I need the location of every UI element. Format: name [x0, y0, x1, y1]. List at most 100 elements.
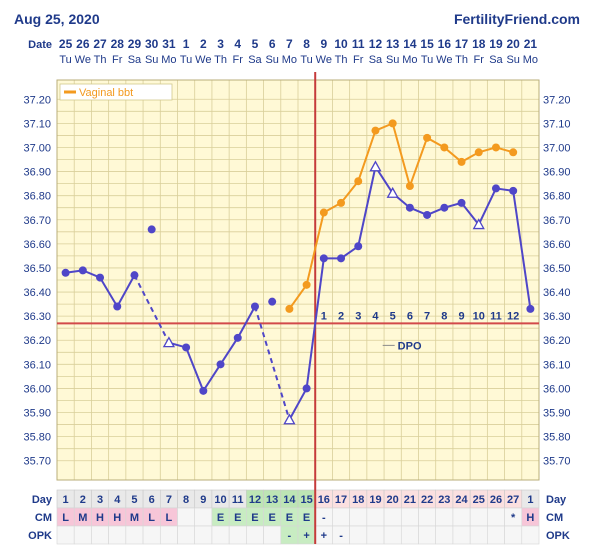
- cycle-day-label: 20: [387, 494, 399, 506]
- cycle-day-label: 17: [335, 494, 347, 506]
- opk-cell: [383, 525, 402, 545]
- cycle-day-label: 27: [507, 494, 519, 506]
- purple-data-point: [457, 198, 466, 207]
- opk-cell: [159, 525, 178, 545]
- cm-cell: [452, 507, 471, 527]
- date-label: 20: [506, 37, 520, 51]
- date-label: 17: [455, 37, 469, 51]
- weekday-label: Sa: [128, 54, 142, 66]
- cm-row-label-right: CM: [546, 512, 563, 524]
- dpo-number: 8: [441, 310, 447, 322]
- date-label: 5: [252, 37, 259, 51]
- y-tick-label: 36.80: [23, 191, 51, 203]
- orange-data-point: [302, 280, 311, 289]
- date-label: 10: [334, 37, 348, 51]
- cm-value: H: [113, 512, 121, 524]
- weekday-label: Sa: [369, 54, 383, 66]
- purple-series-segment: [116, 274, 136, 307]
- cycle-day-label: 9: [200, 494, 206, 506]
- cm-cell: [383, 507, 402, 527]
- cm-cell: [332, 507, 350, 527]
- cm-cell: [435, 507, 454, 527]
- purple-open-marker: [283, 413, 296, 425]
- dpo-number: 4: [372, 310, 379, 322]
- date-label: 26: [76, 37, 90, 51]
- opk-value: -: [288, 530, 292, 542]
- orange-data-point: [491, 143, 500, 152]
- y-tick-label: 36.60: [23, 239, 51, 251]
- date-label: 8: [303, 37, 310, 51]
- dpo-number: 1: [321, 310, 327, 322]
- purple-data-point: [96, 273, 105, 282]
- opk-row-label: OPK: [28, 530, 52, 542]
- opk-cell: [228, 525, 247, 545]
- weekday-label: We: [75, 54, 91, 66]
- plot-border: [56, 79, 540, 481]
- date-label: 12: [369, 37, 383, 51]
- purple-open-marker: [472, 218, 485, 230]
- cycle-day-label: 6: [149, 494, 155, 506]
- cm-row-label: CM: [35, 512, 52, 524]
- purple-data-point: [302, 384, 311, 393]
- cm-value: M: [130, 512, 139, 524]
- cycle-day-label: 21: [404, 494, 416, 506]
- y-tick-label-right: 36.70: [543, 215, 571, 227]
- y-tick-label-right: 36.60: [543, 239, 571, 251]
- purple-data-point: [147, 225, 156, 234]
- cycle-day-label: 5: [131, 494, 137, 506]
- y-tick-label-right: 36.20: [543, 335, 571, 347]
- opk-cell: [91, 525, 109, 545]
- orange-data-point: [371, 126, 380, 135]
- dpo-number: 12: [507, 310, 519, 322]
- dpo-label: DPO: [398, 340, 422, 352]
- cm-cell: [349, 507, 368, 527]
- orange-data-point: [354, 177, 363, 186]
- cycle-day-label: 14: [283, 494, 296, 506]
- purple-series-segment: [477, 188, 497, 226]
- y-tick-label: 36.10: [23, 359, 51, 371]
- y-tick-label-right: 35.70: [543, 456, 571, 468]
- purple-series-segment: [288, 387, 308, 421]
- orange-data-point: [509, 148, 518, 157]
- y-tick-label: 36.30: [23, 311, 51, 323]
- weekday-label: Th: [214, 54, 227, 66]
- cm-value: E: [286, 512, 293, 524]
- y-tick-label: 36.20: [23, 335, 51, 347]
- purple-data-point: [182, 343, 191, 352]
- opk-cell: [349, 525, 368, 545]
- purple-series-segment: [512, 190, 532, 310]
- dpo-number: 10: [473, 310, 485, 322]
- dpo-number: 5: [390, 310, 396, 322]
- y-tick-label-right: 37.20: [543, 94, 571, 106]
- cm-value: H: [526, 512, 534, 524]
- y-tick-label-right: 36.00: [543, 383, 571, 395]
- purple-data-point: [440, 203, 449, 212]
- cm-value: L: [166, 512, 173, 524]
- date-label: 14: [403, 37, 417, 51]
- cm-value: L: [148, 512, 155, 524]
- orange-data-point: [405, 182, 414, 191]
- weekday-label: Tu: [59, 54, 71, 66]
- cycle-day-label: 13: [266, 494, 278, 506]
- cm-cell: [418, 507, 437, 527]
- opk-cell: [504, 525, 523, 545]
- orange-data-point: [457, 157, 466, 166]
- date-label: 18: [472, 37, 486, 51]
- purple-data-point: [250, 302, 259, 311]
- opk-cell: [56, 525, 75, 545]
- purple-open-marker: [162, 336, 175, 348]
- weekday-label: Tu: [421, 54, 433, 66]
- weekday-label: Th: [455, 54, 468, 66]
- date-label: 30: [145, 37, 159, 51]
- cycle-day-label: 26: [490, 494, 502, 506]
- purple-data-point: [113, 302, 122, 311]
- cm-cell: [366, 507, 385, 527]
- cycle-day-label: 11: [232, 494, 244, 506]
- dpo-number: 11: [490, 310, 502, 322]
- purple-data-point: [233, 333, 242, 342]
- y-tick-label: 36.90: [23, 167, 51, 179]
- opk-cell: [400, 525, 419, 545]
- date-label: 15: [420, 37, 434, 51]
- y-tick-label-right: 35.80: [543, 432, 571, 444]
- cycle-day-label: 22: [421, 494, 433, 506]
